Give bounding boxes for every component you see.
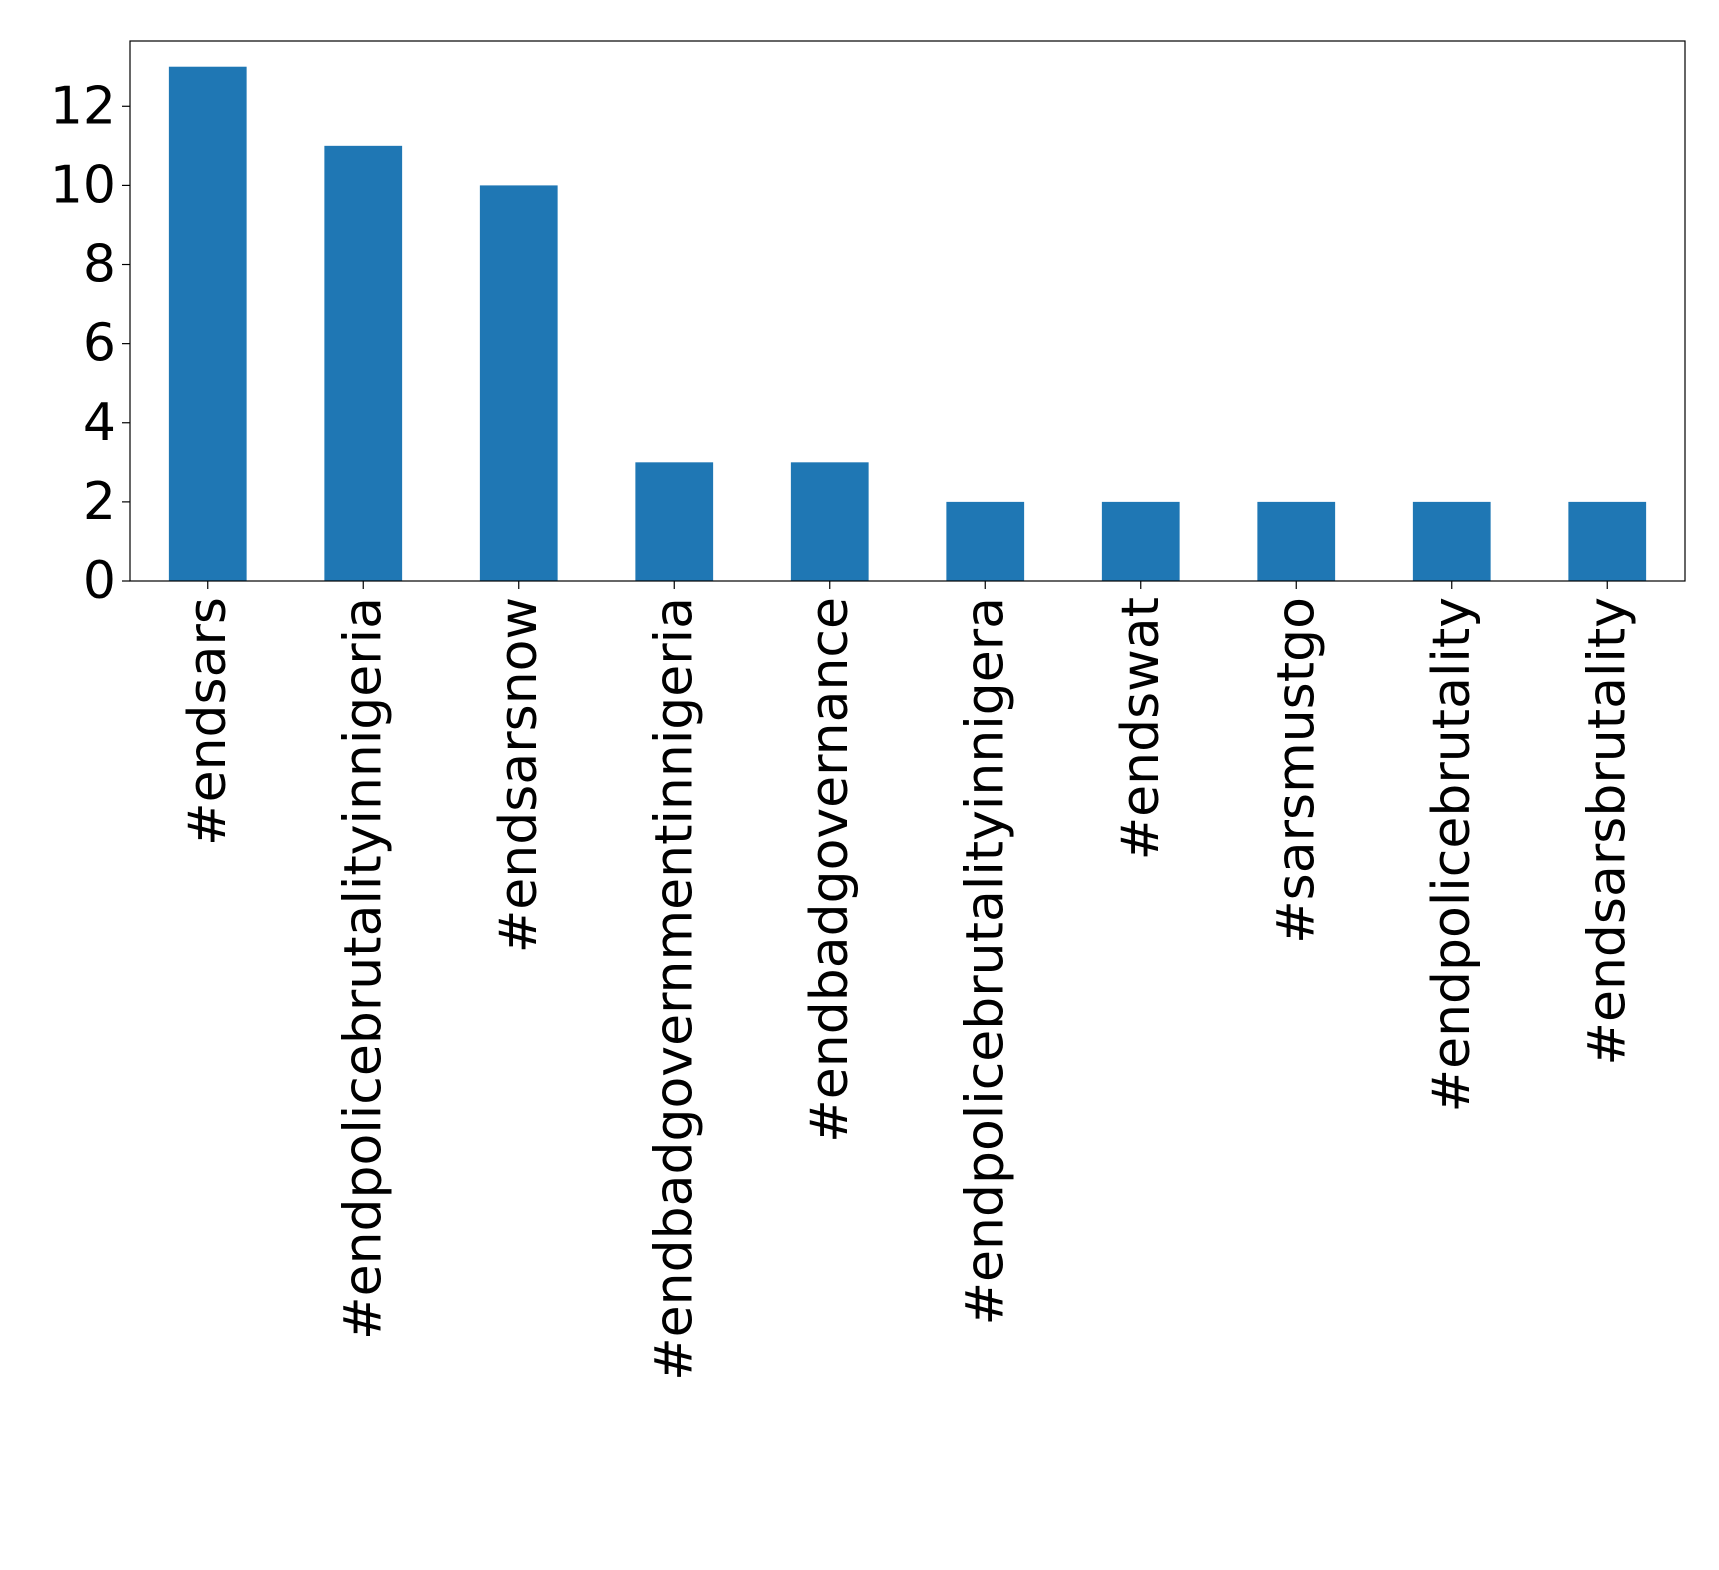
bar [1412,501,1491,581]
bars-group [168,66,1647,582]
x-tick-label: #endpolicebrutalityinnigera [955,597,1015,1326]
y-tick-label: 10 [50,155,116,215]
y-tick-label: 8 [83,235,116,295]
x-tick-label: #endbadgovernmentinnigeria [644,597,704,1381]
x-tick-label: #sarsmustgo [1266,597,1326,944]
x-tick-label: #endsarsbrutality [1577,597,1637,1066]
bar [1101,501,1180,581]
y-tick-label: 2 [83,472,116,532]
bar [479,185,558,581]
x-tick-label: #endsarsnow [489,597,549,953]
bar [1257,501,1336,581]
x-tick-label: #endpolicebrutalityinnigeria [333,597,393,1340]
x-tick-label: #endpolicebrutality [1422,597,1482,1112]
y-tick-label: 12 [50,76,116,136]
x-tick-label: #endsars [178,597,238,846]
y-tick-label: 0 [83,551,116,611]
bar [946,501,1025,581]
bar [168,66,247,581]
bar [635,462,714,581]
x-axis: #endsars #endpolicebrutalityinnigeria #end… [178,581,1637,1381]
bar [1568,501,1647,581]
y-tick-label: 4 [83,393,116,453]
y-axis: 0 2 4 6 8 10 12 [50,76,130,611]
plot-frame [129,40,1686,582]
y-tick-label: 6 [83,314,116,374]
x-tick-label: #endswat [1111,597,1171,860]
bar [790,462,869,581]
bar [324,145,403,582]
x-tick-label: #endbadgovernance [800,597,860,1143]
